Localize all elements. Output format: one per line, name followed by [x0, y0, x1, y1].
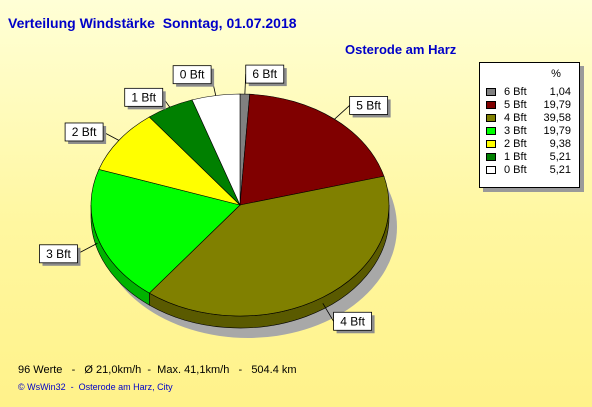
legend-value: 39,58	[543, 112, 571, 124]
slice-label: 5 Bft	[356, 98, 381, 112]
legend-value: 19,79	[543, 99, 571, 111]
slice-label: 0 Bft	[180, 68, 205, 82]
legend-item: 1 Bft 5,21	[480, 151, 579, 164]
legend-item: 5 Bft 19,79	[480, 99, 579, 112]
pie-slice-2-bft	[98, 116, 242, 206]
legend-swatch	[486, 166, 496, 174]
legend-label: 1 Bft	[504, 151, 527, 163]
legend-value: 5,21	[549, 151, 571, 163]
label-leader-line	[77, 242, 98, 255]
footer-credit: © WsWin32 - Osterode am Harz, City	[18, 382, 173, 392]
legend-label: 2 Bft	[504, 138, 527, 150]
label-box	[124, 87, 164, 107]
legend-swatch	[486, 127, 496, 135]
legend-value: 9,38	[549, 138, 571, 150]
legend-item: 3 Bft 19,79	[480, 125, 579, 138]
pie-slice-4-bft	[148, 175, 390, 317]
legend-label: 0 Bft	[504, 164, 527, 176]
label-box	[172, 65, 212, 85]
legend-item: 0 Bft 5,21	[480, 164, 579, 177]
chart-title: Verteilung Windstärke Sonntag, 01.07.201…	[8, 15, 297, 31]
label-box	[349, 96, 389, 115]
chart-subtitle: Osterode am Harz	[345, 42, 457, 57]
legend-label: 6 Bft	[504, 86, 527, 98]
label-leader-line	[334, 105, 350, 120]
legend-swatch	[486, 140, 496, 148]
label-box	[333, 311, 372, 331]
stats-line: 96 Werte - Ø 21,0km/h - Max. 41,1km/h - …	[18, 364, 297, 376]
legend-swatch	[486, 88, 496, 96]
slice-label: 1 Bft	[131, 90, 156, 104]
pie-slice-5-bft	[239, 93, 385, 206]
legend-item: 2 Bft 9,38	[480, 138, 579, 151]
slice-label: 4 Bft	[340, 314, 365, 328]
label-leader-line	[322, 303, 334, 322]
legend: % 6 Bft 1,04 5 Bft 19,79 4 Bft 39,58 3 Bft 19,7…	[479, 62, 580, 188]
legend-swatch	[486, 153, 496, 161]
legend-header: %	[551, 68, 561, 80]
pie-slice-3-bft	[90, 169, 241, 294]
legend-value: 1,04	[549, 86, 571, 98]
legend-value: 5,21	[549, 164, 571, 176]
legend-label: 3 Bft	[504, 125, 527, 137]
slice-label: 2 Bft	[72, 125, 97, 139]
label-box	[39, 244, 78, 264]
pie-slice-0-bft	[191, 93, 241, 206]
legend-item: 4 Bft 39,58	[480, 112, 579, 125]
legend-label: 5 Bft	[504, 99, 527, 111]
label-box	[64, 122, 104, 142]
legend-swatch	[486, 114, 496, 122]
label-box	[245, 64, 285, 84]
legend-value: 19,79	[543, 125, 571, 137]
legend-swatch	[486, 101, 496, 109]
legend-label: 4 Bft	[504, 112, 527, 124]
slice-label: 6 Bft	[252, 67, 277, 81]
slice-label: 3 Bft	[46, 247, 71, 261]
legend-item: 6 Bft 1,04	[480, 86, 579, 99]
